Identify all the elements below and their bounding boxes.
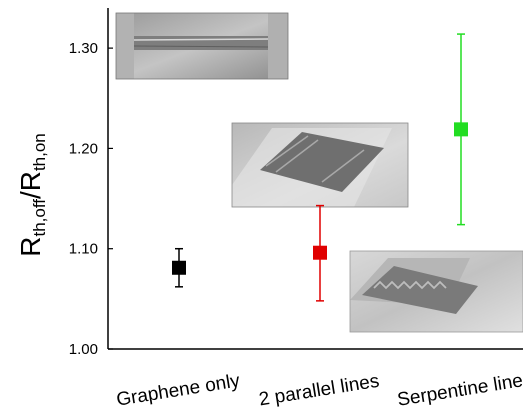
data-point-marker	[172, 260, 186, 275]
x-category-label: 2 parallel lines	[258, 371, 381, 411]
y-tick-label: 1.10	[69, 241, 98, 258]
y-axis-label-main: R	[15, 237, 46, 257]
y-axis-label-sub2: th,on	[30, 133, 49, 171]
x-category-labels: Graphene only 2 parallel lines Serpentine …	[115, 370, 523, 411]
plot-frame	[107, 8, 523, 350]
y-tick-label: 1.20	[69, 140, 98, 157]
y-tick-label: 1.00	[69, 341, 98, 358]
sem-inset-parallel	[231, 122, 409, 208]
x-category-label: Graphene only	[115, 370, 242, 410]
sem-inset-serpentine	[349, 250, 523, 333]
data-point-marker	[454, 122, 468, 137]
sem-inset-graphene	[115, 12, 289, 80]
y-tick-label: 1.30	[69, 40, 98, 57]
y-axis-label: Rth,off/Rth,on	[15, 133, 49, 257]
y-axis-label-separator: /R	[15, 171, 46, 199]
x-category-label: Serpentine line	[396, 370, 523, 411]
data-point-marker	[313, 245, 327, 260]
y-axis-label-sub1: th,off	[30, 199, 49, 237]
y-ticks: 1.00 1.10 1.20 1.30	[69, 40, 113, 358]
data-points	[172, 33, 468, 302]
